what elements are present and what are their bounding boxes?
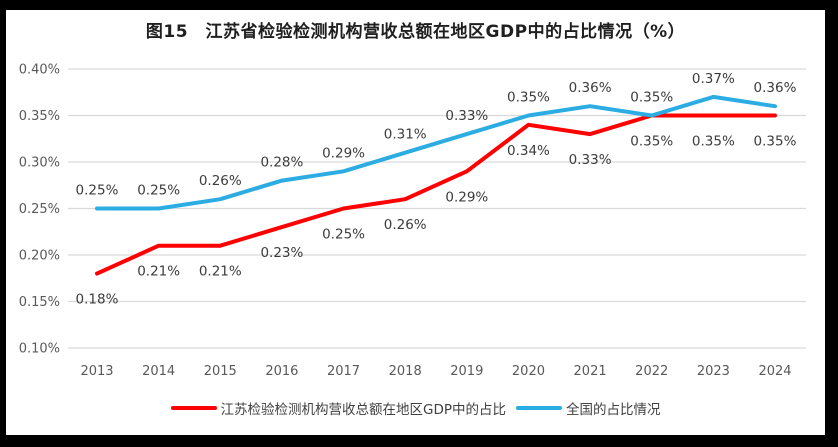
chart-title: 图15 江苏省检验检测机构营收总额在地区GDP中的占比情况（%） — [145, 22, 686, 42]
data-label-national: 0.26% — [199, 173, 242, 189]
data-label-national: 0.31% — [384, 127, 427, 143]
legend-label-jiangsu: 江苏检验检测机构营收总额在地区GDP中的占比 — [220, 402, 507, 418]
data-label-jiangsu: 0.26% — [384, 217, 427, 233]
data-label-jiangsu: 0.21% — [137, 264, 180, 280]
legend-line-swatch-national — [516, 406, 562, 410]
data-label-national: 0.29% — [322, 145, 365, 161]
y-axis-tick-label: 0.15% — [19, 295, 60, 310]
data-label-jiangsu: 0.35% — [754, 134, 797, 150]
x-axis-tick-label: 2022 — [635, 364, 668, 379]
x-axis-tick-label: 2015 — [204, 364, 237, 379]
x-axis-tick-label: 2023 — [697, 364, 730, 379]
data-label-national: 0.35% — [507, 90, 550, 106]
legend-item-jiangsu: 江苏检验检测机构营收总额在地区GDP中的占比 — [170, 398, 507, 418]
data-label-national: 0.28% — [260, 155, 303, 171]
data-label-jiangsu: 0.23% — [260, 245, 303, 261]
y-axis-tick-label: 0.10% — [19, 342, 60, 357]
data-label-jiangsu: 0.34% — [507, 143, 550, 159]
x-axis-tick-label: 2017 — [327, 364, 360, 379]
y-axis-tick-label: 0.30% — [19, 156, 60, 171]
data-label-national: 0.33% — [445, 108, 488, 124]
x-axis-tick-label: 2018 — [389, 364, 422, 379]
data-label-jiangsu: 0.18% — [76, 292, 119, 308]
y-axis-tick-label: 0.20% — [19, 249, 60, 264]
x-axis-tick-label: 2014 — [142, 364, 175, 379]
y-axis-tick-label: 0.25% — [19, 202, 60, 217]
x-axis-tick-label: 2024 — [758, 364, 791, 379]
x-axis-tick-label: 2021 — [574, 364, 607, 379]
y-axis-tick-label: 0.35% — [19, 109, 60, 124]
series-line-national — [95, 94, 777, 211]
data-label-jiangsu: 0.33% — [569, 152, 612, 168]
data-label-jiangsu: 0.21% — [199, 264, 242, 280]
data-label-jiangsu: 0.35% — [692, 134, 735, 150]
data-label-national: 0.36% — [754, 80, 797, 96]
x-axis-tick-label: 2019 — [450, 364, 483, 379]
data-label-national: 0.25% — [76, 183, 119, 199]
data-label-jiangsu: 0.25% — [322, 227, 365, 243]
data-label-jiangsu: 0.29% — [445, 189, 488, 205]
data-label-jiangsu: 0.35% — [630, 134, 673, 150]
line-chart-plot-area: 0.40% 0.35% 0.30% 0.25% 0.20% 0.15% 0.10% 2013 2… — [19, 63, 806, 379]
data-label-national: 0.37% — [692, 71, 735, 87]
x-axis-tick-label: 2013 — [80, 364, 113, 379]
x-axis-tick-label: 2020 — [512, 364, 545, 379]
data-label-national: 0.25% — [137, 183, 180, 199]
y-axis-tick-label: 0.40% — [19, 63, 60, 78]
legend-line-swatch-jiangsu — [170, 406, 217, 410]
legend-label-national: 全国的占比情况 — [566, 402, 661, 418]
x-axis-tick-label: 2016 — [265, 364, 298, 379]
series-line-jiangsu — [95, 113, 777, 276]
data-label-national: 0.35% — [630, 90, 673, 106]
data-label-national: 0.36% — [569, 80, 612, 96]
legend-item-national: 全国的占比情况 — [516, 398, 661, 418]
chart-legend: 江苏检验检测机构营收总额在地区GDP中的占比 全国的占比情况 — [6, 397, 825, 419]
